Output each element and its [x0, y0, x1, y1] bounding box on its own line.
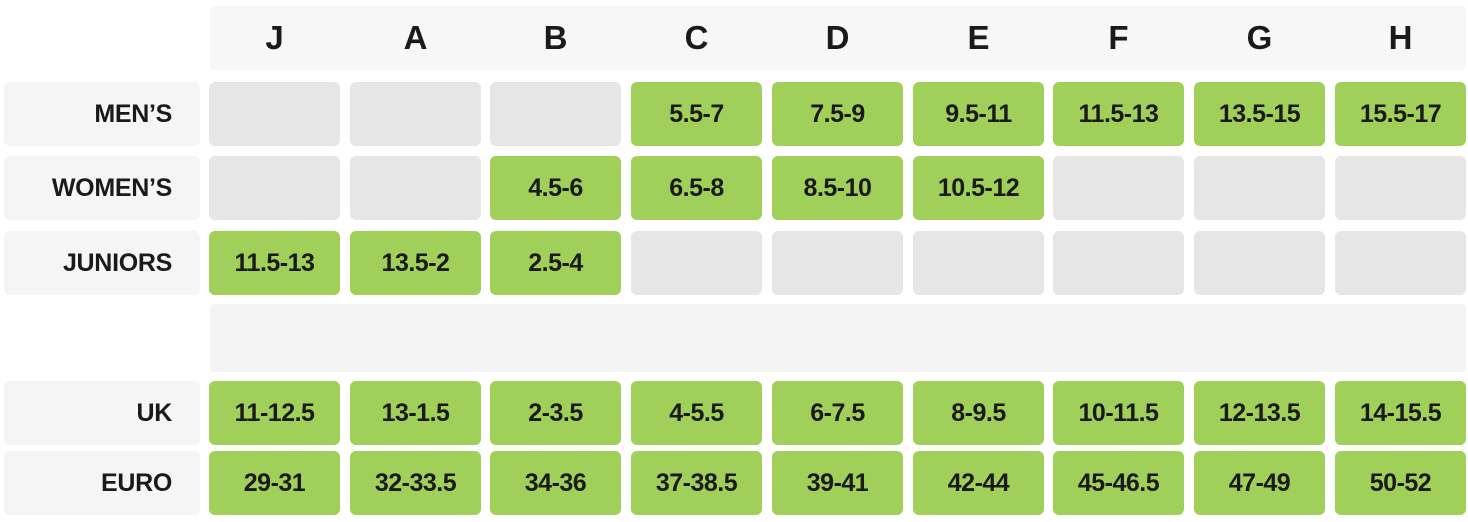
- column-header-d: D: [825, 19, 850, 56]
- column-header-e: E: [967, 19, 990, 56]
- size-cell-uk-g: 12-13.5: [1194, 381, 1325, 445]
- size-cell-mens-g: 13.5-15: [1194, 82, 1325, 146]
- column-header-b: B: [543, 19, 568, 56]
- size-cell-uk-c: 4-5.5: [631, 381, 762, 445]
- size-cell-womens-a: [350, 156, 481, 220]
- size-cell-uk-d: 6-7.5: [772, 381, 903, 445]
- size-cell-uk-h: 14-15.5: [1335, 381, 1466, 445]
- column-header-g: G: [1246, 19, 1273, 56]
- column-header-f: F: [1108, 19, 1129, 56]
- size-cell-uk-a: 13-1.5: [350, 381, 481, 445]
- size-cell-juniors-g: [1194, 231, 1325, 295]
- size-cell-womens-h: [1335, 156, 1466, 220]
- row-label-mens: MEN’S: [4, 82, 200, 146]
- size-cell-juniors-d: [772, 231, 903, 295]
- size-cell-womens-c: 6.5-8: [631, 156, 762, 220]
- size-cell-uk-e: 8-9.5: [913, 381, 1044, 445]
- size-cell-euro-f: 45-46.5: [1053, 451, 1184, 515]
- column-header-j: J: [265, 19, 284, 56]
- column-header-a: A: [403, 19, 428, 56]
- size-cell-womens-f: [1053, 156, 1184, 220]
- size-cell-uk-f: 10-11.5: [1053, 381, 1184, 445]
- size-cell-uk-j: 11-12.5: [209, 381, 340, 445]
- size-cell-womens-j: [209, 156, 340, 220]
- size-cell-mens-c: 5.5-7: [631, 82, 762, 146]
- size-cell-womens-d: 8.5-10: [772, 156, 903, 220]
- size-cell-mens-b: [490, 82, 621, 146]
- size-cell-juniors-f: [1053, 231, 1184, 295]
- size-cell-euro-g: 47-49: [1194, 451, 1325, 515]
- row-label-euro: EURO: [4, 451, 200, 515]
- size-cell-mens-a: [350, 82, 481, 146]
- size-cell-juniors-j: 11.5-13: [209, 231, 340, 295]
- size-cell-euro-d: 39-41: [772, 451, 903, 515]
- size-cell-juniors-e: [913, 231, 1044, 295]
- size-cell-womens-g: [1194, 156, 1325, 220]
- section-divider: [210, 304, 1466, 372]
- size-cell-mens-h: 15.5-17: [1335, 82, 1466, 146]
- size-cell-euro-e: 42-44: [913, 451, 1044, 515]
- column-header-h: H: [1388, 19, 1413, 56]
- row-label-uk: UK: [4, 381, 200, 445]
- column-header-c: C: [684, 19, 709, 56]
- size-cell-euro-a: 32-33.5: [350, 451, 481, 515]
- size-cell-mens-e: 9.5-11: [913, 82, 1044, 146]
- size-cell-mens-f: 11.5-13: [1053, 82, 1184, 146]
- size-cell-womens-e: 10.5-12: [913, 156, 1044, 220]
- size-cell-mens-j: [209, 82, 340, 146]
- row-label-womens: WOMEN’S: [4, 156, 200, 220]
- size-cell-juniors-b: 2.5-4: [490, 231, 621, 295]
- size-cell-euro-b: 34-36: [490, 451, 621, 515]
- column-header-row: [210, 6, 1466, 70]
- size-cell-womens-b: 4.5-6: [490, 156, 621, 220]
- size-cell-euro-c: 37-38.5: [631, 451, 762, 515]
- row-label-juniors: JUNIORS: [4, 231, 200, 295]
- size-cell-euro-j: 29-31: [209, 451, 340, 515]
- size-cell-juniors-c: [631, 231, 762, 295]
- size-cell-juniors-a: 13.5-2: [350, 231, 481, 295]
- size-cell-juniors-h: [1335, 231, 1466, 295]
- size-cell-mens-d: 7.5-9: [772, 82, 903, 146]
- size-cell-euro-h: 50-52: [1335, 451, 1466, 515]
- size-cell-uk-b: 2-3.5: [490, 381, 621, 445]
